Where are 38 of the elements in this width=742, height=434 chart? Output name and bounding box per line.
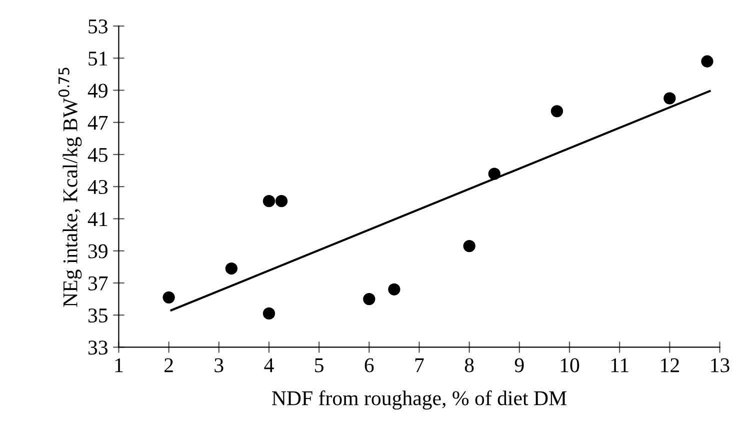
point xyxy=(388,283,400,296)
y-tick-label: 43 xyxy=(88,180,108,194)
x-tick-label: 5 xyxy=(315,358,324,372)
y-tick-label: 35 xyxy=(88,308,108,323)
point xyxy=(262,195,276,208)
x-tick-label: 8 xyxy=(464,358,474,372)
point xyxy=(463,240,476,252)
y-tick-label: 33 xyxy=(88,340,108,355)
x-tick-label: 10 xyxy=(560,358,580,372)
x-tick-label: 9 xyxy=(514,358,524,372)
point xyxy=(275,195,288,208)
y-tick-label: 37 xyxy=(88,276,108,290)
x-tick-label: 11 xyxy=(611,358,628,372)
point xyxy=(701,55,714,68)
x-tick-label: 12 xyxy=(661,358,679,372)
y-tick-label: 49 xyxy=(88,84,108,98)
y-tick-label: 45 xyxy=(88,148,108,162)
y-tick-label: 41 xyxy=(88,212,108,226)
x-tick-label: 6 xyxy=(364,358,374,372)
x-tick-label: 13 xyxy=(711,358,730,372)
point xyxy=(363,292,376,306)
x-tick-label: 7 xyxy=(415,358,424,372)
x-tick-label: 4 xyxy=(264,358,274,372)
point xyxy=(664,92,676,104)
y-tick-label: 53 xyxy=(88,19,108,34)
y-axis-title: NEg intake, Kcal/kg BW$^{0.75}$ xyxy=(58,68,82,307)
point xyxy=(162,291,175,304)
point xyxy=(550,105,564,118)
x-tick-label: 2 xyxy=(164,358,173,372)
point xyxy=(225,262,238,275)
x-tick-label: 1 xyxy=(115,358,123,372)
x-tick-label: 3 xyxy=(214,358,224,372)
y-tick-label: 51 xyxy=(88,52,108,66)
y-tick-label: 39 xyxy=(88,244,108,258)
x-axis-title: NDF from roughage, % of diet DM xyxy=(272,390,566,410)
point xyxy=(262,307,276,320)
y-tick-label: 47 xyxy=(88,116,108,130)
point xyxy=(488,168,500,180)
